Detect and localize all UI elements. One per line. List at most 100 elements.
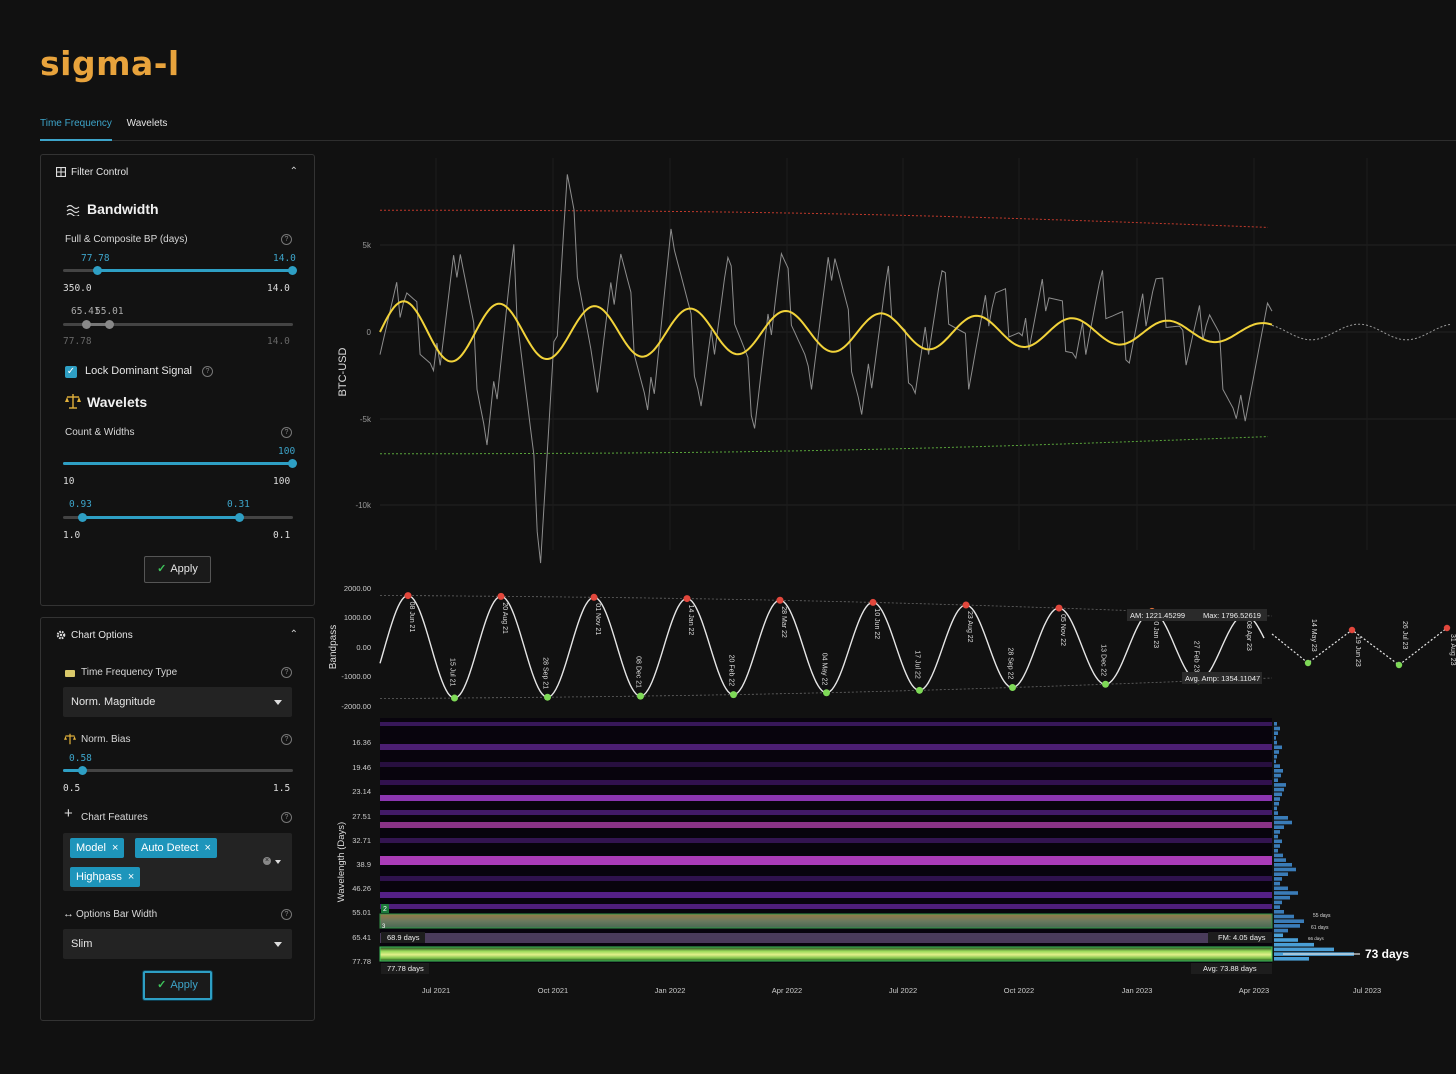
- heatmap-band: [380, 744, 1272, 750]
- trough-marker[interactable]: [637, 692, 644, 700]
- help-icon[interactable]: ?: [281, 667, 292, 678]
- close-icon[interactable]: ×: [111, 842, 119, 854]
- bandpass-upper-envelope: [380, 595, 1273, 617]
- peak-marker[interactable]: [962, 601, 970, 609]
- upper-envelope-line: [380, 209, 1269, 228]
- chart-options-apply-button[interactable]: ✓ Apply: [143, 971, 212, 1000]
- clear-all-icon[interactable]: ×: [263, 857, 271, 865]
- trough-date-label: 15 Jul 21: [449, 658, 456, 687]
- peak-marker[interactable]: [590, 593, 598, 601]
- trough-date-label: 27 Feb 23: [1193, 641, 1200, 673]
- filter-apply-button[interactable]: ✓ Apply: [144, 556, 211, 583]
- price-series-line: [379, 174, 1273, 564]
- band-label-box: [381, 932, 425, 943]
- tf-type-label: Time Frequency Type: [81, 667, 178, 678]
- projected-peak-marker[interactable]: [1348, 626, 1356, 634]
- count-max-label: 100: [273, 476, 291, 487]
- tab-time-frequency[interactable]: Time Frequency: [40, 118, 112, 129]
- waves-icon: [66, 204, 80, 216]
- projected-peak-marker[interactable]: [1443, 624, 1451, 632]
- projected-date-label: 19 Jun 23: [1354, 636, 1361, 667]
- projected-trough-marker[interactable]: [1395, 661, 1403, 669]
- tf-type-select[interactable]: Norm. Magnitude: [63, 687, 292, 717]
- bp-slider-high-handle[interactable]: [288, 266, 297, 275]
- caret-down-icon: [274, 700, 282, 705]
- chip-auto-detect[interactable]: Auto Detect ×: [135, 838, 217, 858]
- trough-marker[interactable]: [730, 691, 737, 699]
- grid-icon: [56, 167, 66, 177]
- plus-icon: +: [64, 805, 73, 822]
- peak-date-label: 10 Jun 22: [873, 608, 880, 639]
- band-marker-2-label: 2: [383, 906, 387, 913]
- app-logo: sigma-l: [40, 44, 180, 83]
- widths-slider-high-handle[interactable]: [235, 513, 244, 522]
- composite-low-value: 65.41: [71, 306, 100, 317]
- help-icon[interactable]: ?: [281, 427, 292, 438]
- trough-marker[interactable]: [1009, 683, 1016, 691]
- help-icon[interactable]: ?: [281, 812, 292, 823]
- peak-marker[interactable]: [776, 596, 784, 604]
- widths-min-label: 1.0: [63, 530, 81, 541]
- trough-marker[interactable]: [823, 689, 830, 697]
- histogram-bar: [1274, 924, 1300, 928]
- y-tick-label: 19.46: [352, 763, 371, 772]
- histogram-bar: [1274, 914, 1294, 919]
- peak-marker[interactable]: [404, 592, 412, 600]
- bp-slider-low-handle[interactable]: [93, 266, 102, 275]
- peak-date-label: 14 Jan 22: [687, 605, 694, 636]
- chip-model[interactable]: Model ×: [70, 838, 125, 858]
- count-slider-handle[interactable]: [288, 459, 297, 468]
- chip-highpass[interactable]: Highpass ×: [70, 867, 141, 887]
- help-icon[interactable]: ?: [281, 734, 292, 745]
- trough-marker[interactable]: [1102, 680, 1109, 688]
- caret-down-icon[interactable]: [275, 860, 281, 864]
- help-icon[interactable]: ?: [281, 909, 292, 920]
- filter-control-header[interactable]: Filter Control ⌃: [41, 155, 314, 191]
- norm-bias-track[interactable]: [63, 769, 293, 772]
- widths-slider-low-handle[interactable]: [78, 513, 87, 522]
- lock-dominant-checkbox[interactable]: ✓: [65, 366, 77, 378]
- tab-wavelets[interactable]: Wavelets: [126, 118, 168, 129]
- y-tick-label: 2000.00: [344, 584, 371, 593]
- bandpass-lower-envelope: [380, 677, 1273, 699]
- y-tick-label: -1000.00: [341, 672, 371, 681]
- bandwidth-title: Bandwidth: [87, 201, 159, 217]
- options-bar-width-select[interactable]: Slim: [63, 929, 292, 959]
- peak-marker[interactable]: [497, 592, 505, 600]
- peak-marker[interactable]: [1055, 604, 1063, 612]
- chart-options-header[interactable]: Chart Options ⌃: [41, 618, 314, 654]
- composite-slider-high-handle[interactable]: [105, 320, 114, 329]
- y-tick-label: -5k: [360, 415, 372, 424]
- trough-marker[interactable]: [451, 694, 458, 702]
- hist-label-66: 66 days: [1308, 936, 1325, 941]
- heatmap-band: [380, 892, 1272, 898]
- wavelets-title: Wavelets: [87, 394, 148, 410]
- histogram-bar: [1274, 863, 1292, 867]
- composite-slider-track[interactable]: [63, 323, 293, 326]
- histogram-bar: [1274, 750, 1279, 754]
- peak-date-label: 05 Nov 22: [1059, 614, 1066, 646]
- chip-label: Highpass: [76, 871, 122, 883]
- help-icon[interactable]: ?: [202, 366, 213, 377]
- projected-trough-marker[interactable]: [1304, 659, 1312, 667]
- trough-marker[interactable]: [916, 686, 923, 694]
- chart-features-multiselect[interactable]: Model × Auto Detect × Highpass × ×: [63, 833, 292, 891]
- chevron-up-icon[interactable]: ⌃: [289, 629, 298, 640]
- peak-marker[interactable]: [683, 595, 691, 603]
- peak-date-label: 08 Jun 21: [408, 602, 415, 633]
- band-full-label: 77.78 days: [387, 964, 424, 973]
- chevron-up-icon[interactable]: ⌃: [289, 166, 298, 177]
- peak-date-label: 01 Nov 21: [594, 603, 601, 635]
- composite-slider-low-handle[interactable]: [82, 320, 91, 329]
- norm-bias-handle[interactable]: [78, 766, 87, 775]
- time-frequency-chart[interactable]: BTC-USD 5k 0 -5k -10k Bandpass 2000.00 1…: [325, 150, 1456, 1010]
- count-value: 100: [278, 446, 296, 457]
- histogram-bar: [1274, 820, 1292, 825]
- help-icon[interactable]: ?: [281, 234, 292, 245]
- peak-marker[interactable]: [869, 598, 877, 606]
- bp-slider-fill: [97, 269, 293, 272]
- close-icon[interactable]: ×: [204, 842, 211, 854]
- close-icon[interactable]: ×: [127, 871, 135, 883]
- wavelets-label: Count & Widths: [65, 427, 135, 438]
- trough-marker[interactable]: [544, 693, 551, 701]
